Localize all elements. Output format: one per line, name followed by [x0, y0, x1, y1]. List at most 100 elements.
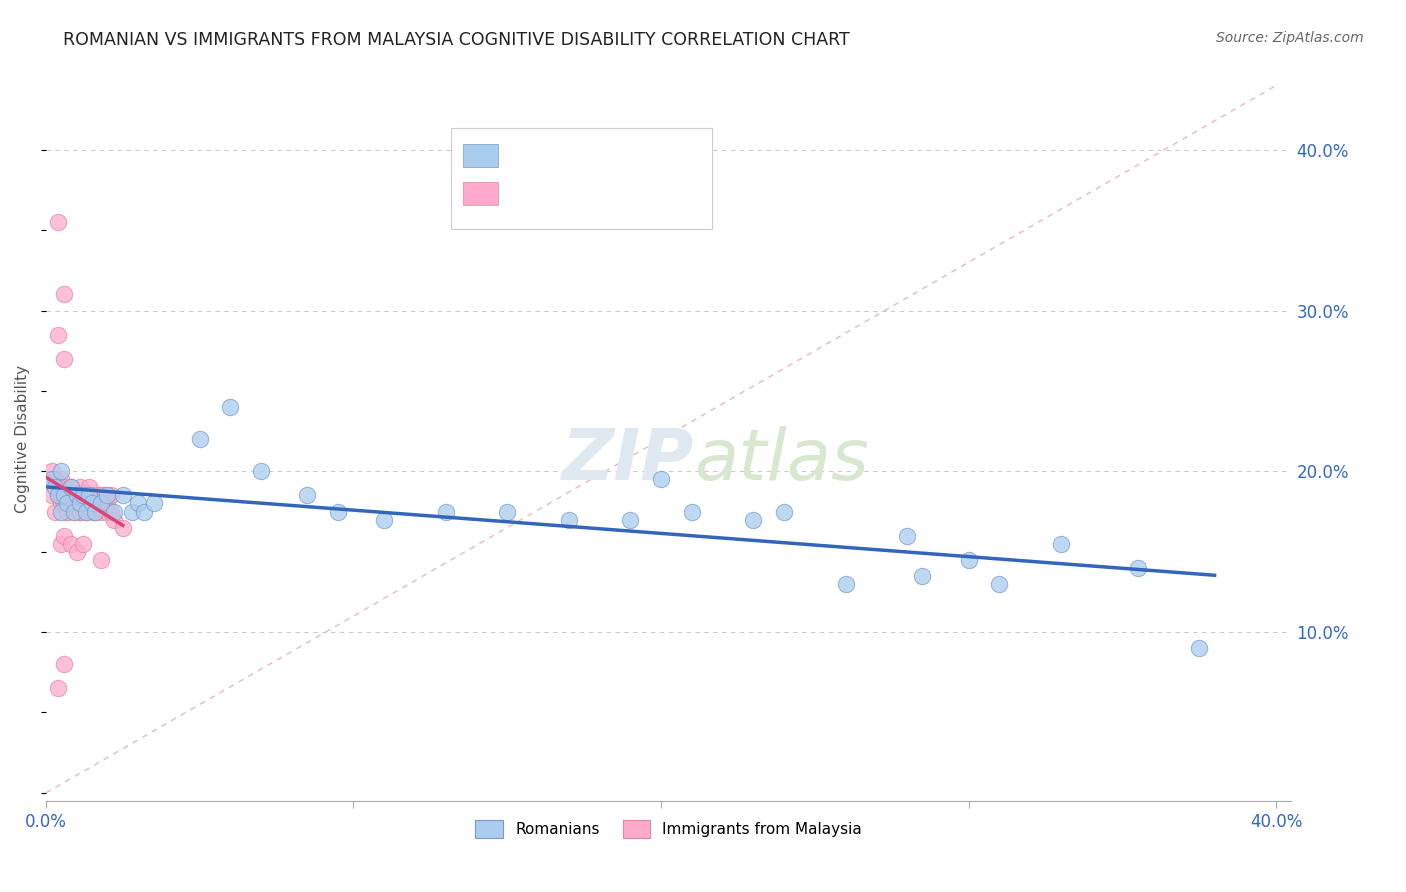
Point: [434, 504, 457, 518]
Point: [84, 504, 107, 518]
Text: ROMANIAN VS IMMIGRANTS FROM MALAYSIA COGNITIVE DISABILITY CORRELATION CHART: ROMANIAN VS IMMIGRANTS FROM MALAYSIA COG…: [63, 31, 851, 49]
Point: [834, 577, 856, 591]
Y-axis label: Cognitive Disability: Cognitive Disability: [15, 365, 30, 513]
Point: [100, 488, 122, 502]
Point: [66, 488, 89, 502]
Point: [496, 504, 519, 518]
Point: [558, 512, 581, 526]
Point: [77, 488, 100, 502]
Point: [62, 488, 84, 502]
Point: [59, 488, 82, 502]
Point: [988, 577, 1011, 591]
Point: [911, 569, 934, 583]
Point: [66, 488, 89, 502]
FancyBboxPatch shape: [451, 128, 713, 229]
Point: [56, 504, 79, 518]
Legend: Romanians, Immigrants from Malaysia: Romanians, Immigrants from Malaysia: [470, 814, 868, 844]
Bar: [463, 144, 498, 167]
Point: [77, 496, 100, 510]
Point: [84, 496, 107, 510]
Point: [100, 504, 122, 518]
Text: -0.358: -0.358: [562, 146, 616, 164]
Point: [111, 520, 134, 534]
Point: [75, 504, 97, 518]
Text: N =: N =: [631, 146, 679, 164]
Point: [219, 400, 242, 414]
Point: [1126, 561, 1149, 575]
Point: [53, 488, 76, 502]
Point: [87, 496, 110, 510]
Point: [51, 472, 73, 486]
Point: [41, 472, 63, 486]
Point: [59, 496, 82, 510]
Point: [51, 504, 73, 518]
Point: [53, 496, 76, 510]
Point: [53, 480, 76, 494]
Point: [69, 504, 91, 518]
Point: [1049, 536, 1071, 550]
Text: atlas: atlas: [693, 426, 869, 495]
Point: [134, 504, 156, 518]
Text: R =: R =: [513, 184, 548, 202]
Point: [59, 536, 82, 550]
Point: [59, 480, 82, 494]
Point: [51, 464, 73, 478]
Point: [53, 657, 76, 672]
Text: N =: N =: [631, 184, 679, 202]
Point: [957, 553, 980, 567]
Point: [53, 287, 76, 301]
Point: [51, 488, 73, 502]
Point: [188, 432, 211, 446]
Point: [96, 504, 118, 518]
Point: [82, 488, 104, 502]
Point: [46, 488, 69, 502]
Point: [46, 327, 69, 342]
Point: [127, 496, 149, 510]
Point: [59, 480, 82, 494]
Point: [46, 215, 69, 229]
Point: [619, 512, 641, 526]
Point: [297, 488, 319, 502]
Point: [103, 512, 125, 526]
Point: [72, 488, 94, 502]
Point: [69, 480, 91, 494]
Point: [142, 496, 165, 510]
Point: [773, 504, 796, 518]
Point: [96, 496, 118, 510]
Point: [53, 528, 76, 542]
Point: [51, 488, 73, 502]
Point: [93, 496, 115, 510]
Point: [1188, 641, 1211, 656]
Point: [53, 488, 76, 502]
Point: [681, 504, 703, 518]
Point: [51, 496, 73, 510]
Point: [84, 504, 107, 518]
Point: [66, 496, 89, 510]
Point: [373, 512, 395, 526]
Text: ZIP: ZIP: [561, 426, 693, 495]
Point: [41, 488, 63, 502]
Point: [62, 504, 84, 518]
Point: [90, 496, 112, 510]
Point: [53, 351, 76, 366]
Point: [96, 488, 118, 502]
Point: [66, 544, 89, 558]
Point: [41, 464, 63, 478]
Point: [56, 496, 79, 510]
Text: R =: R =: [513, 146, 548, 164]
Point: [87, 488, 110, 502]
Point: [77, 480, 100, 494]
Point: [90, 504, 112, 518]
Point: [326, 504, 349, 518]
Text: 0.134: 0.134: [562, 184, 610, 202]
Point: [51, 536, 73, 550]
Point: [46, 480, 69, 494]
Point: [250, 464, 273, 478]
Point: [90, 488, 112, 502]
Text: 64: 64: [688, 184, 709, 202]
Point: [742, 512, 765, 526]
Point: [44, 472, 66, 486]
Bar: [463, 182, 498, 205]
Text: Source: ZipAtlas.com: Source: ZipAtlas.com: [1216, 31, 1364, 45]
Point: [72, 488, 94, 502]
